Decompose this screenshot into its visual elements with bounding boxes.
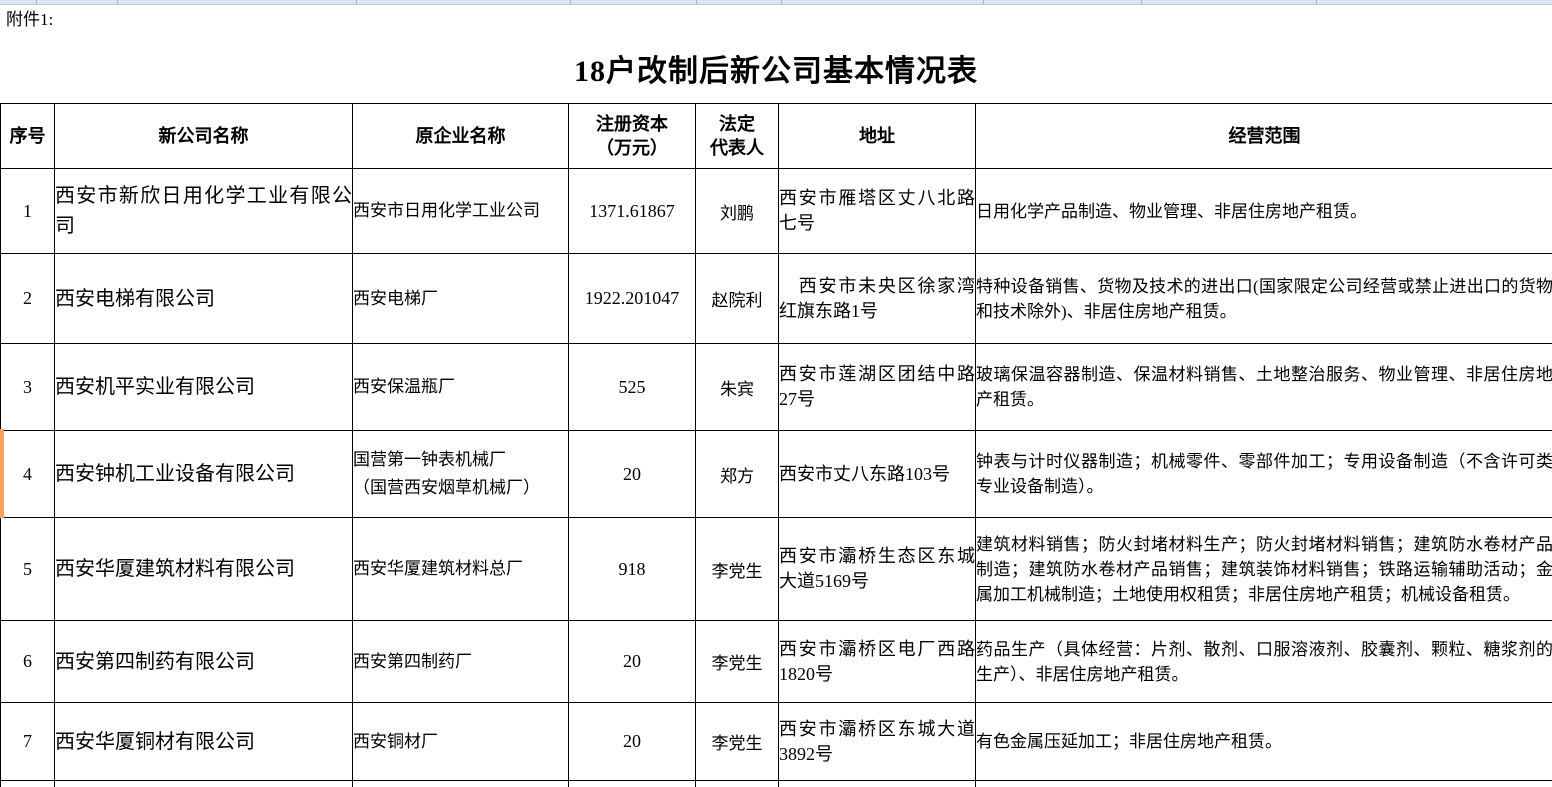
cell-index[interactable]: 7: [0, 702, 55, 781]
cell-business-scope[interactable]: 玻璃保温容器制造、保温材料销售、土地整治服务、物业管理、非居住房地产租赁。: [975, 343, 1552, 431]
cell-registered-capital[interactable]: 525: [568, 343, 696, 431]
cell-address[interactable]: 西安市莲湖区团结中路27号: [778, 343, 976, 431]
header-legal-rep[interactable]: 法定 代表人: [695, 103, 779, 169]
cell-address[interactable]: 西安市灞桥区电厂西路1820号: [778, 620, 976, 703]
cell-new-company[interactable]: 西安华厦建筑材料有限公司: [54, 517, 353, 621]
cell-legal-rep[interactable]: 朱宾: [695, 343, 779, 431]
cell-original-company[interactable]: 国营第一钟表机械厂 （国营西安烟草机械厂）: [352, 430, 569, 518]
grid-line: [781, 0, 782, 4]
cell-address[interactable]: 西安市灞桥生态区东城大道5169号: [778, 517, 976, 621]
document-title: 18户改制后新公司基本情况表: [574, 55, 978, 88]
cell-new-company[interactable]: 西安钟机工业设备有限公司: [54, 430, 353, 518]
cell-registered-capital[interactable]: 918: [568, 517, 696, 621]
cell-business-scope[interactable]: 药品生产（具体经营：片剂、散剂、口服溶液剂、胶囊剂、颗粒、糖浆剂的生产）、非居住…: [975, 620, 1552, 703]
cell-index[interactable]: 1: [0, 168, 55, 254]
cell-new-company[interactable]: 西安华厦铜材有限公司: [54, 702, 353, 781]
cell-index[interactable]: 5: [0, 517, 55, 621]
cell-legal-rep[interactable]: 李党生: [695, 517, 779, 621]
grid-line: [983, 0, 984, 4]
cell-original-company[interactable]: 西安铜材厂: [352, 702, 569, 781]
table-row: 6 西安第四制药有限公司 西安第四制药厂 20 李党生 西安市灞桥区电厂西路18…: [0, 620, 1552, 703]
grid-line: [1141, 0, 1142, 4]
cell-registered-capital[interactable]: 20: [568, 430, 696, 518]
table-row: 2 西安电梯有限公司 西安电梯厂 1922.201047 赵院利 西安市未央区徐…: [0, 253, 1552, 344]
cell-legal-rep[interactable]: 李党生: [695, 702, 779, 781]
cell-empty[interactable]: [568, 780, 696, 787]
cell-address[interactable]: 西安市未央区徐家湾红旗东路1号: [778, 253, 976, 344]
header-index[interactable]: 序号: [0, 103, 55, 169]
cell-registered-capital[interactable]: 1922.201047: [568, 253, 696, 344]
cell-business-scope[interactable]: 特种设备销售、货物及技术的进出口(国家限定公司经营或禁止进出口的货物和技术除外)…: [975, 253, 1552, 344]
header-original-company[interactable]: 原企业名称: [352, 103, 569, 169]
table-row: 5 西安华厦建筑材料有限公司 西安华厦建筑材料总厂 918 李党生 西安市灞桥生…: [0, 517, 1552, 621]
cell-address[interactable]: 西安市丈八东路103号: [778, 430, 976, 518]
cell-legal-rep[interactable]: 郑方: [695, 430, 779, 518]
cell-empty[interactable]: [0, 780, 55, 787]
cell-original-company[interactable]: 西安第四制药厂: [352, 620, 569, 703]
cell-new-company[interactable]: 西安市新欣日用化学工业有限公司: [54, 168, 353, 254]
table-row: 7 西安华厦铜材有限公司 西安铜材厂 20 李党生 西安市灞桥区东城大道3892…: [0, 702, 1552, 781]
attachment-label: 附件1:: [6, 10, 54, 29]
cell-empty[interactable]: [695, 780, 779, 787]
cell-legal-rep[interactable]: 赵院利: [695, 253, 779, 344]
header-new-company[interactable]: 新公司名称: [54, 103, 353, 169]
grid-line: [1316, 0, 1317, 4]
grid-line: [36, 0, 37, 4]
grid-line: [117, 0, 118, 4]
cell-index[interactable]: 4: [0, 430, 55, 518]
header-registered-capital[interactable]: 注册资本 （万元）: [568, 103, 696, 169]
cell-new-company[interactable]: 西安电梯有限公司: [54, 253, 353, 344]
header-business-scope[interactable]: 经营范围: [975, 103, 1552, 169]
cell-empty[interactable]: [778, 780, 976, 787]
cell-business-scope[interactable]: 建筑材料销售；防火封堵材料生产；防火封堵材料销售；建筑防水卷材产品制造；建筑防水…: [975, 517, 1552, 621]
cell-registered-capital[interactable]: 20: [568, 620, 696, 703]
cell-legal-rep[interactable]: 刘鹏: [695, 168, 779, 254]
cell-original-company[interactable]: 西安保温瓶厂: [352, 343, 569, 431]
cell-address[interactable]: 西安市雁塔区丈八北路七号: [778, 168, 976, 254]
grid-line: [356, 0, 357, 4]
upper-row-remnant: [0, 0, 1552, 5]
grid-line: [696, 0, 697, 4]
cell-original-company[interactable]: 西安电梯厂: [352, 253, 569, 344]
cell-empty[interactable]: [352, 780, 569, 787]
cell-original-company[interactable]: 西安华厦建筑材料总厂: [352, 517, 569, 621]
header-address[interactable]: 地址: [778, 103, 976, 169]
cell-index[interactable]: 2: [0, 253, 55, 344]
cell-empty[interactable]: [975, 780, 1552, 787]
companies-table: 序号 新公司名称 原企业名称 注册资本 （万元） 法定 代表人 地址 经营范围 …: [0, 103, 1552, 787]
cell-address[interactable]: 西安市灞桥区东城大道3892号: [778, 702, 976, 781]
cell-legal-rep[interactable]: 李党生: [695, 620, 779, 703]
cell-index[interactable]: 6: [0, 620, 55, 703]
cell-index[interactable]: 3: [0, 343, 55, 431]
partial-row: [0, 780, 1552, 787]
cell-business-scope[interactable]: 有色金属压延加工；非居住房地产租赁。: [975, 702, 1552, 781]
cell-original-company[interactable]: 西安市日用化学工业公司: [352, 168, 569, 254]
cell-new-company[interactable]: 西安机平实业有限公司: [54, 343, 353, 431]
header-row: 序号 新公司名称 原企业名称 注册资本 （万元） 法定 代表人 地址 经营范围: [0, 103, 1552, 169]
row4-highlight-marker: [0, 429, 4, 518]
table-row: 1 西安市新欣日用化学工业有限公司 西安市日用化学工业公司 1371.61867…: [0, 168, 1552, 254]
cell-business-scope[interactable]: 日用化学产品制造、物业管理、非居住房地产租赁。: [975, 168, 1552, 254]
cell-new-company[interactable]: 西安第四制药有限公司: [54, 620, 353, 703]
table-row: 4 西安钟机工业设备有限公司 国营第一钟表机械厂 （国营西安烟草机械厂） 20 …: [0, 430, 1552, 518]
grid-line: [570, 0, 571, 4]
table-row: 3 西安机平实业有限公司 西安保温瓶厂 525 朱宾 西安市莲湖区团结中路27号…: [0, 343, 1552, 431]
cell-empty[interactable]: [54, 780, 353, 787]
cell-registered-capital[interactable]: 1371.61867: [568, 168, 696, 254]
cell-registered-capital[interactable]: 20: [568, 702, 696, 781]
cell-business-scope[interactable]: 钟表与计时仪器制造；机械零件、零部件加工；专用设备制造（不含许可类专业设备制造）…: [975, 430, 1552, 518]
